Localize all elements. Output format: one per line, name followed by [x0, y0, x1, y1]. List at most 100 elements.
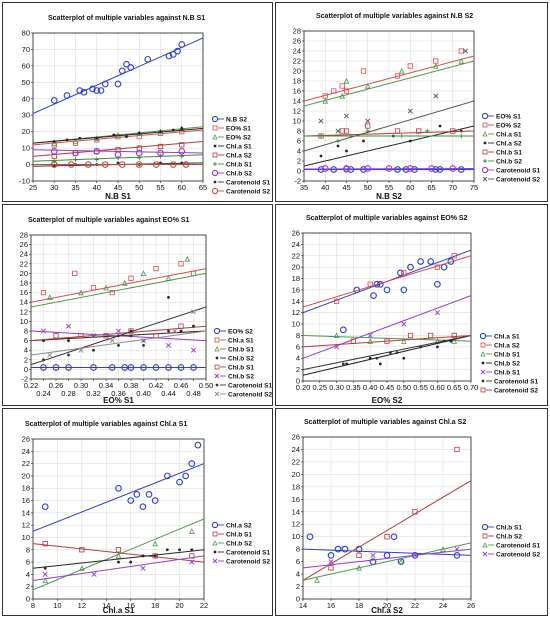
data-point [152, 364, 160, 371]
x-tick-label: 0.30 [329, 383, 344, 392]
data-point [159, 161, 162, 165]
y-tick-label: 12 [293, 107, 301, 116]
data-point [117, 344, 120, 347]
legend-marker [479, 332, 487, 340]
y-tick-label: 2 [296, 582, 300, 591]
data-point [318, 118, 324, 124]
y-tick-label: 14 [20, 298, 28, 307]
y-tick-label: 10 [20, 317, 28, 326]
y-tick-label: 8 [24, 327, 28, 336]
legend-item: N.B S2 [211, 115, 247, 124]
data-point [117, 560, 120, 564]
fit-line [31, 330, 206, 356]
chart-panel-5: Scatterplot of multiple variables agains… [2, 408, 273, 616]
chart-svg: Scatterplot of multiple variables agains… [19, 15, 270, 201]
y-tick-label: 4 [24, 346, 28, 355]
legend-label: Chl.a S1 [226, 144, 252, 151]
y-tick-label: 8 [296, 545, 300, 554]
data-point [356, 552, 362, 558]
data-point [343, 165, 350, 172]
x-tick-label: 14 [102, 601, 110, 610]
x-tick-label: 0.46 [174, 381, 189, 390]
plot-area [303, 446, 471, 583]
fit-line [303, 255, 471, 308]
legend-marker [482, 131, 488, 137]
legend-item: Carotenoid S1 [481, 166, 540, 175]
y-tick-label: 24 [22, 447, 30, 456]
fit-line [31, 272, 206, 308]
data-point [153, 266, 159, 272]
data-point [402, 356, 406, 360]
y-tick-label: 22 [292, 457, 300, 466]
legend-item: Chl.b S1 [481, 523, 522, 532]
data-point [135, 161, 143, 168]
chart-panel-2: Scatterplot of multiple variables agains… [275, 2, 548, 202]
y-tick-label: 6 [296, 342, 300, 351]
data-point [333, 332, 340, 339]
legend-label: Chl.a S1 [494, 334, 520, 341]
data-point [350, 338, 356, 344]
y-tick-label: 6 [296, 557, 300, 566]
y-tick-label: 10 [292, 532, 300, 541]
fit-line [31, 268, 206, 303]
x-tick-label: 0.35 [346, 383, 361, 392]
data-point [169, 51, 177, 58]
data-point [90, 333, 97, 339]
data-point [192, 324, 195, 328]
y-tick-label: 12 [20, 307, 28, 316]
legend-marker [213, 144, 217, 148]
data-point [165, 52, 173, 60]
y-tick-label: 24 [20, 250, 28, 259]
data-point [360, 68, 367, 74]
data-point [365, 118, 371, 124]
data-point [432, 166, 440, 173]
y-tick-label: 18 [293, 77, 301, 86]
y-tick-label: 2 [297, 157, 301, 166]
data-point [127, 64, 135, 71]
data-point [334, 298, 340, 304]
legend-label: Chl.a S2 [496, 141, 522, 148]
data-point [334, 545, 342, 553]
legend-item: Chl.a S1 [213, 144, 252, 151]
data-point [178, 41, 186, 48]
legend-label: Chl.b S2 [228, 356, 254, 363]
legend-label: Chl.b S1 [228, 347, 254, 354]
data-point [343, 77, 350, 84]
fit-line [33, 549, 204, 569]
legend-marker [212, 558, 218, 564]
legend-label: Carotenoid S1 [496, 543, 540, 550]
series-1 [33, 441, 204, 532]
y-tick-label: 28 [20, 231, 28, 240]
data-point [328, 565, 334, 571]
data-point [190, 548, 194, 552]
y-tick-label: 0 [24, 365, 28, 374]
x-tick-label: 0.36 [111, 389, 126, 398]
legend-marker [480, 387, 486, 393]
data-point [140, 565, 146, 571]
x-tick-label: 26 [467, 601, 475, 610]
y-tick-label: 6 [297, 137, 301, 146]
y-tick-label: 18 [20, 279, 28, 288]
y-tick-label: 6 [26, 558, 30, 567]
data-point [364, 82, 371, 89]
x-tick-label: 0.60 [430, 383, 445, 392]
data-point [76, 87, 84, 94]
data-point [459, 133, 464, 139]
data-point [78, 347, 84, 353]
legend-label: Carotenoid S2 [226, 559, 270, 566]
data-point [182, 472, 190, 480]
y-tick-label: 8 [296, 331, 300, 340]
y-tick-label: 0 [296, 595, 300, 604]
x-tick-label: 0.42 [149, 381, 164, 390]
legend-item: Chl.a S1 [482, 131, 522, 139]
chart-title: Scatterplot of multiple variables agains… [316, 13, 473, 20]
data-point [109, 290, 115, 296]
data-point [65, 323, 72, 329]
x-tick-label: 14 [299, 601, 307, 610]
series-5 [33, 555, 204, 582]
data-point [109, 338, 115, 344]
y-tick-label: 40 [22, 94, 30, 103]
data-point [78, 289, 84, 296]
plot-area [303, 249, 471, 376]
legend-label: Carotenoid S2 [494, 388, 538, 395]
